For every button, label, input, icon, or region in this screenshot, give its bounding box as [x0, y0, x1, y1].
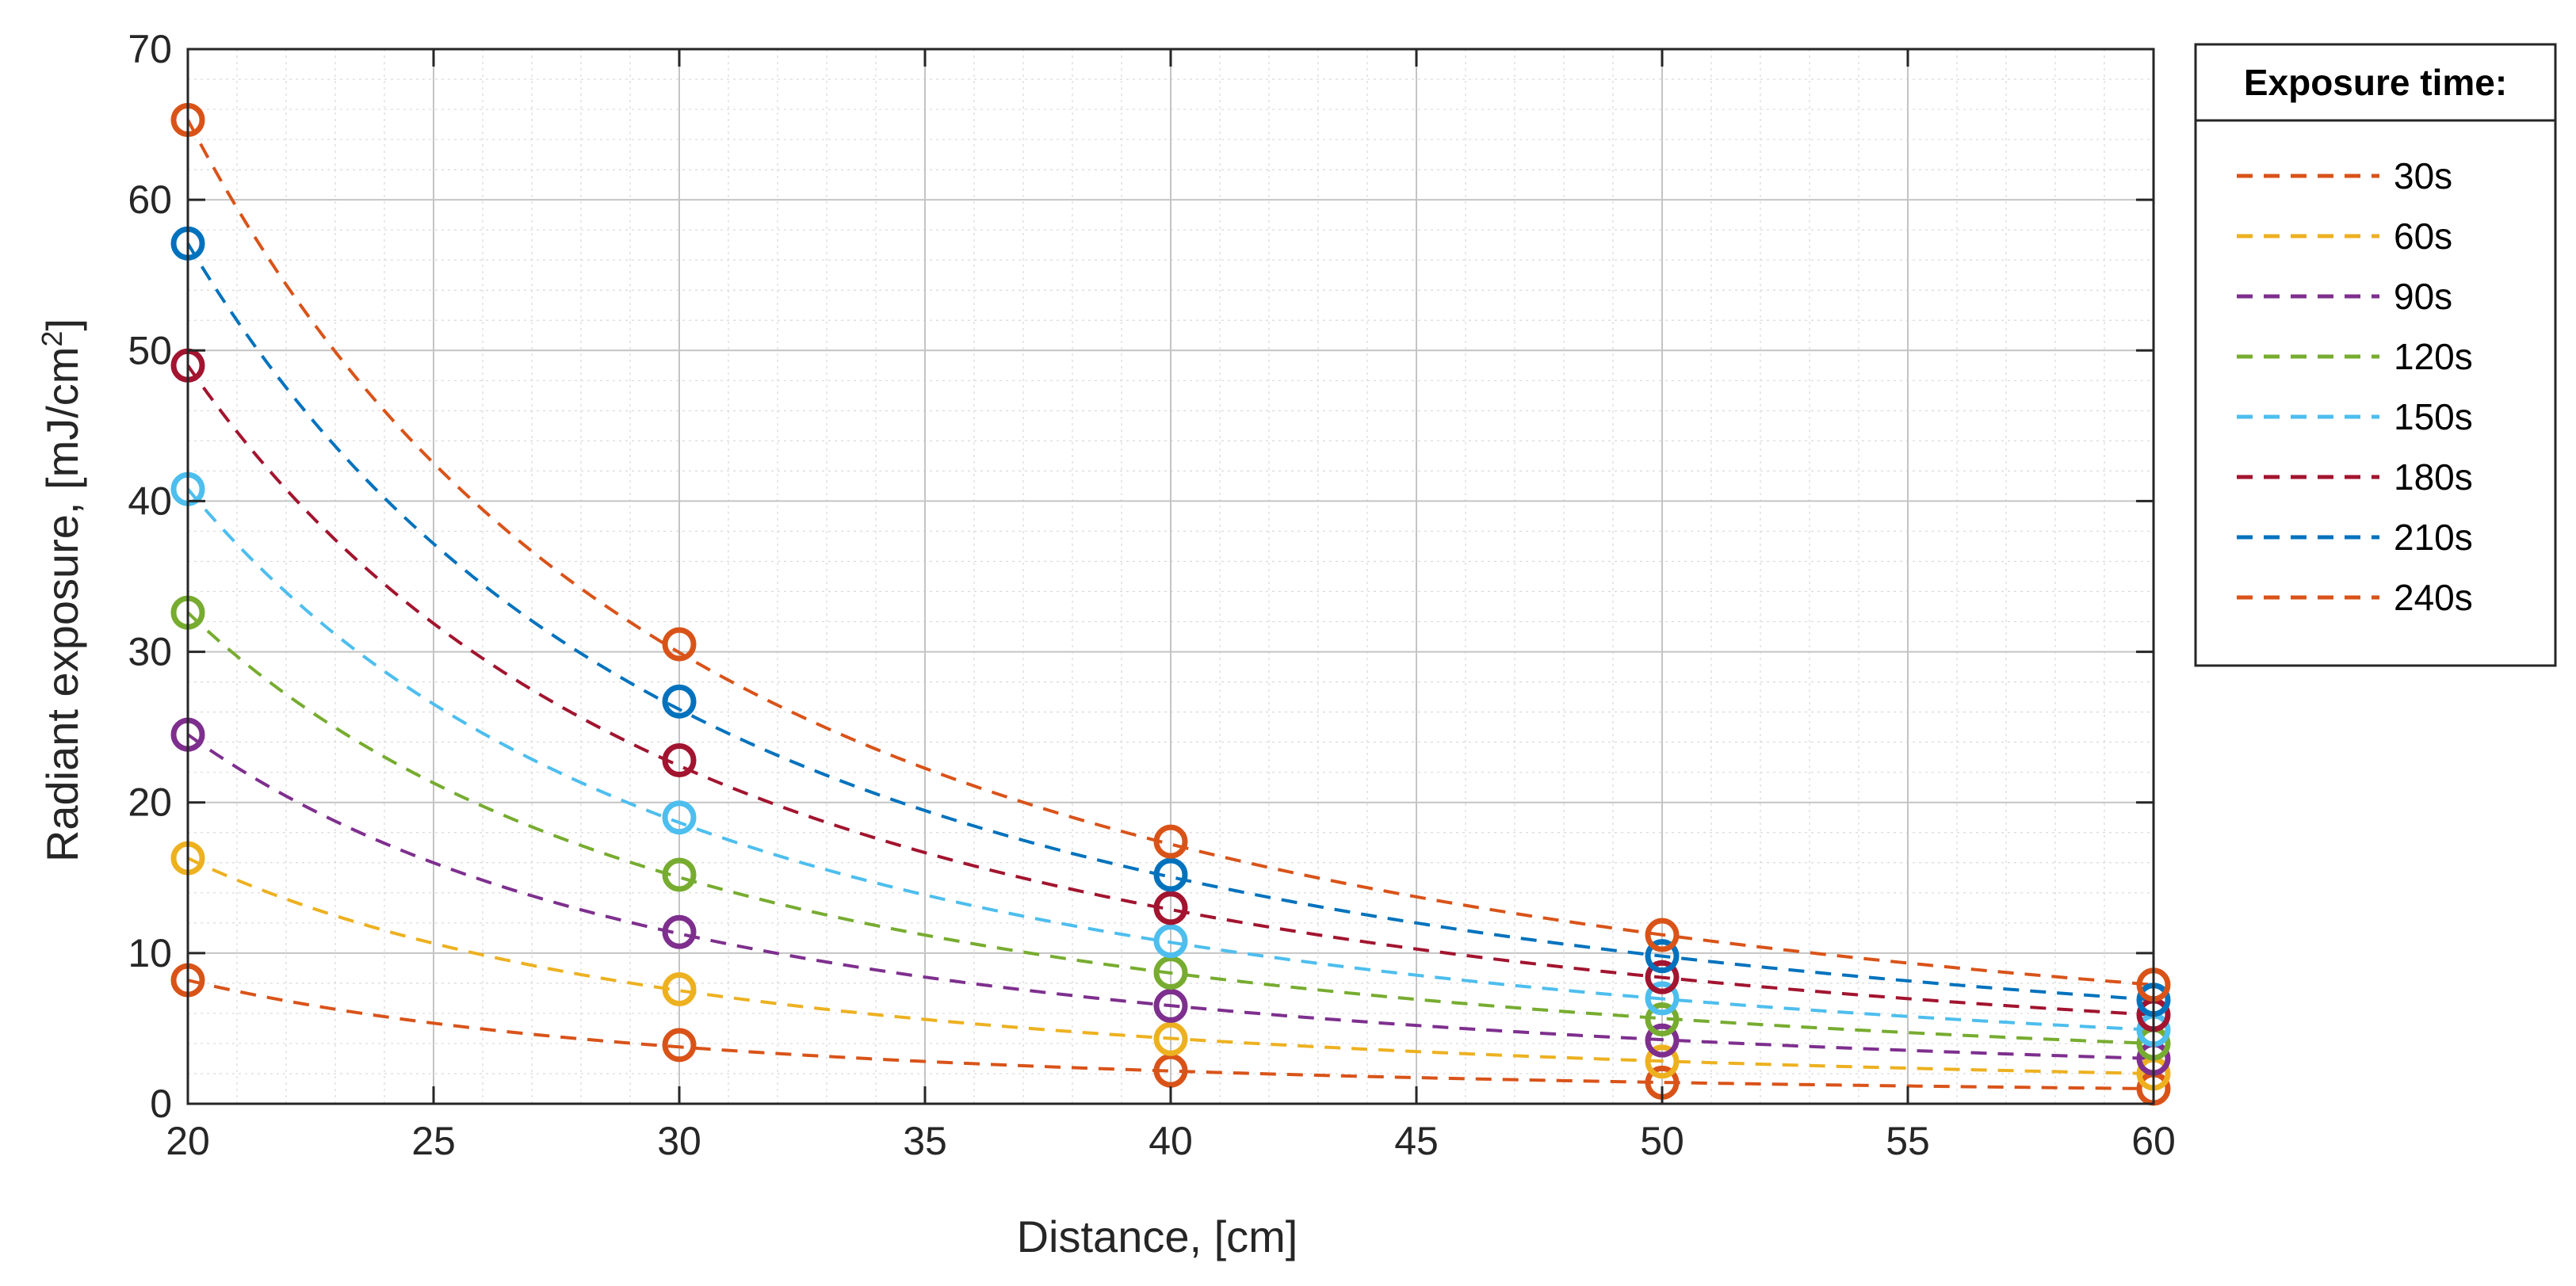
data-point-240s [1645, 918, 1680, 952]
series-curves [186, 119, 2154, 1090]
series-line-60s [187, 857, 2154, 1075]
x-tick-label: 55 [1886, 1119, 1930, 1163]
data-point-60s [1645, 1044, 1680, 1079]
data-point-90s [1645, 1023, 1680, 1058]
data-point-90s [1153, 988, 1188, 1023]
data-point-60s [662, 971, 697, 1006]
y-axis-label: Radiant exposure, [mJ/cm2] [36, 319, 88, 862]
legend-label-60s: 60s [2394, 216, 2452, 257]
data-point-180s [1645, 960, 1680, 994]
data-point-210s [1645, 939, 1680, 974]
data-markers [170, 102, 2171, 1106]
x-tick-label: 45 [1394, 1119, 1439, 1163]
data-point-240s [662, 627, 697, 662]
data-point-210s [1153, 857, 1188, 892]
x-tick-label: 30 [657, 1119, 701, 1163]
y-tick-label: 40 [128, 479, 172, 523]
legend-label-210s: 210s [2394, 517, 2473, 558]
legend-label-30s: 30s [2394, 155, 2452, 197]
x-tick-label: 25 [411, 1119, 456, 1163]
x-axis-label: Distance, [cm] [1017, 1212, 1298, 1261]
data-point-120s [1645, 1002, 1680, 1037]
data-point-30s [662, 1028, 697, 1063]
y-tick-label: 30 [128, 630, 172, 674]
series-line-210s [186, 242, 2154, 1002]
data-point-150s [1153, 924, 1188, 959]
data-point-180s [1153, 891, 1188, 925]
legend-label-180s: 180s [2394, 456, 2473, 498]
y-tick-label: 60 [128, 177, 172, 222]
data-point-30s [1153, 1053, 1188, 1088]
data-point-210s [662, 684, 697, 719]
x-tick-label: 60 [2131, 1119, 2176, 1163]
series-line-150s [186, 487, 2154, 1032]
series-line-120s [186, 611, 2154, 1045]
data-point-60s [1153, 1021, 1188, 1056]
legend-title: Exposure time: [2244, 62, 2507, 103]
y-axis-label-superscript: 2 [36, 331, 68, 347]
axis-ticks [186, 48, 2155, 1105]
legend-label-90s: 90s [2394, 276, 2452, 317]
data-point-150s [662, 800, 697, 835]
series-line-30s [187, 979, 2154, 1090]
data-point-180s [662, 742, 697, 777]
y-tick-label: 20 [128, 780, 172, 825]
series-line-180s [186, 364, 2154, 1017]
x-tick-label: 50 [1640, 1119, 1684, 1163]
y-tick-label: 70 [128, 27, 172, 71]
y-axis-label-main: Radiant exposure, [mJ/cm [37, 347, 87, 862]
y-axis-label-close: ] [37, 319, 87, 331]
series-line-90s [186, 733, 2154, 1060]
y-tick-label: 10 [128, 931, 172, 975]
x-tick-label: 20 [166, 1119, 210, 1163]
data-point-120s [1153, 956, 1188, 990]
y-tick-label: 50 [128, 328, 172, 372]
y-tick-label: 0 [150, 1082, 172, 1126]
y-tick-labels: 0 10 20 30 40 50 60 70 [128, 27, 172, 1126]
legend-label-240s: 240s [2394, 577, 2473, 618]
x-tick-label: 40 [1148, 1119, 1193, 1163]
series-line-240s [186, 119, 2154, 986]
data-point-240s [1153, 824, 1188, 859]
data-point-150s [1645, 981, 1680, 1016]
data-point-120s [662, 857, 697, 892]
legend-label-150s: 150s [2394, 396, 2473, 437]
data-point-90s [662, 914, 697, 949]
x-tick-label: 35 [903, 1119, 947, 1163]
x-tick-labels: 20 25 30 35 40 45 50 55 60 [166, 1119, 2176, 1163]
legend: Exposure time: 30s 60s 90s 120s 150s 180s 210s… [2194, 43, 2557, 667]
legend-entries: 30s 60s 90s 120s 150s 180s 210s 240s [2237, 155, 2473, 618]
legend-label-120s: 120s [2394, 336, 2473, 377]
